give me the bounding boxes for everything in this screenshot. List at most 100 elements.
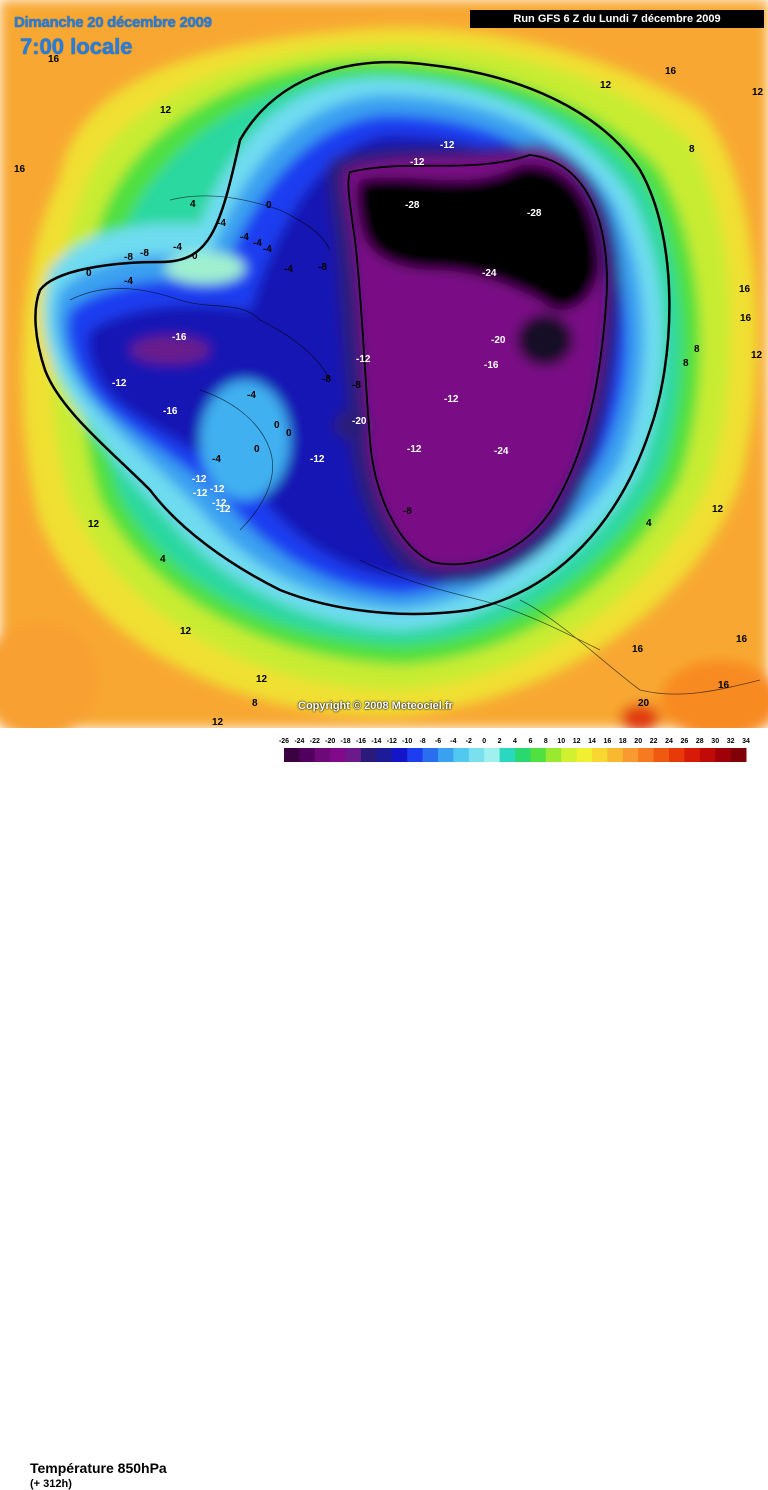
legend-tick-label: -4: [450, 738, 456, 745]
isotherm-label: 0: [192, 251, 198, 262]
isotherm-label: -12: [407, 444, 422, 455]
legend-tick-label: -10: [402, 738, 412, 745]
isotherm-label: -4: [173, 242, 182, 253]
isotherm-label: 8: [252, 698, 258, 709]
legend-tick-label: -8: [419, 738, 425, 745]
isotherm-label: 16: [632, 644, 644, 655]
legend-swatch: [438, 748, 454, 762]
legend-tick-label: 26: [681, 738, 689, 745]
isotherm-label: -4: [247, 390, 256, 401]
isotherm-label: -8: [318, 262, 327, 273]
isotherm-label: -12: [440, 140, 455, 151]
legend-swatch: [345, 748, 362, 762]
legend-tick-label: 4: [513, 738, 517, 745]
legend-swatch: [422, 748, 439, 762]
isotherm-label: -4: [263, 244, 272, 255]
isotherm-label: -12: [192, 474, 207, 485]
isotherm-label: 8: [689, 144, 695, 155]
legend-tick-label: -2: [466, 738, 472, 745]
isotherm-label: 4: [190, 199, 196, 210]
isotherm-label: 16: [14, 164, 26, 175]
legend-swatch: [699, 748, 716, 762]
legend-swatch: [715, 748, 732, 762]
isotherm-label: -16: [163, 406, 178, 417]
legend-swatch: [330, 748, 347, 762]
legend-tick-label: 10: [557, 738, 565, 745]
legend-swatch: [499, 748, 516, 762]
isotherm-label: -12: [410, 157, 425, 168]
legend-tick-label: 6: [528, 738, 532, 745]
legend-tick-label: 2: [498, 738, 502, 745]
legend-tick-label: -6: [435, 738, 441, 745]
isotherm-label: 4: [646, 518, 652, 529]
legend-swatch: [730, 748, 747, 762]
isotherm-label: -12: [444, 394, 459, 405]
isotherm-label: -12: [356, 354, 371, 365]
isotherm-label: 8: [683, 358, 689, 369]
isotherm-label: -24: [494, 446, 509, 457]
legend-tick-label: 30: [711, 738, 719, 745]
isotherm-label: 20: [638, 698, 650, 709]
isotherm-label: -4: [217, 218, 226, 229]
isotherm-label: 12: [600, 80, 612, 91]
isotherm-label: 16: [739, 284, 751, 295]
legend-swatch: [284, 748, 300, 762]
isotherm-label: -12: [193, 488, 208, 499]
isotherm-label: -8: [403, 506, 412, 517]
isotherm-label: 0: [266, 200, 272, 211]
isotherm-label: -4: [124, 276, 133, 287]
isotherm-label: -24: [482, 268, 497, 279]
legend-swatch: [299, 748, 316, 762]
isotherm-label: 8: [694, 344, 700, 355]
legend-tick-label: 18: [619, 738, 627, 745]
legend-tick-label: -24: [294, 738, 304, 745]
legend-tick-label: -16: [356, 738, 366, 745]
legend-tick-label: 34: [742, 738, 750, 745]
cold-isotherm: [347, 154, 608, 566]
legend-swatch: [376, 748, 393, 762]
isotherm-label: -28: [527, 208, 542, 219]
legend-swatch: [545, 748, 562, 762]
isotherm-label: 16: [665, 66, 677, 77]
legend-tick-label: 20: [634, 738, 642, 745]
legend-swatch: [592, 748, 608, 762]
isotherm-label: 12: [256, 674, 268, 685]
legend-tick-label: 24: [665, 738, 673, 745]
isotherm-label: -12: [216, 504, 231, 515]
isotherm-label: -20: [491, 335, 506, 346]
legend-tick-label: 12: [573, 738, 581, 745]
legend-tick-label: -18: [341, 738, 351, 745]
zero-isotherm: [34, 60, 671, 616]
isotherm-label: -16: [484, 360, 499, 371]
legend-tick-label: 8: [544, 738, 548, 745]
legend-tick-label: -12: [387, 738, 397, 745]
legend-swatch: [607, 748, 624, 762]
legend-swatch: [515, 748, 531, 762]
temperature-field: [0, 0, 768, 728]
isotherm-label: 4: [160, 554, 166, 565]
isotherm-label: 12: [712, 504, 724, 515]
isotherm-label: 12: [751, 350, 763, 361]
isotherm-label: 0: [86, 268, 92, 279]
legend-tick-label: 32: [727, 738, 735, 745]
isotherm-label: 12: [160, 105, 172, 116]
legend-swatch: [468, 748, 485, 762]
isotherm-label: 16: [740, 313, 752, 324]
isotherm-label: -12: [210, 484, 225, 495]
legend-swatch: [653, 748, 670, 762]
forecast-date: Dimanche 20 décembre 2009: [14, 14, 212, 31]
isotherm-label: 16: [736, 634, 748, 645]
forecast-time: 7:00 locale: [20, 34, 133, 59]
isotherm-label: 12: [752, 87, 764, 98]
isotherm-label: -4: [253, 238, 262, 249]
isotherm-label: 0: [274, 420, 280, 431]
isotherm-label: -8: [140, 248, 149, 259]
legend-tick-label: 0: [482, 738, 486, 745]
isotherm-label: -8: [322, 374, 331, 385]
legend-tick-label: -22: [310, 738, 320, 745]
isotherm-label: -4: [284, 264, 293, 275]
legend-swatch: [314, 748, 331, 762]
legend-swatch: [561, 748, 578, 762]
